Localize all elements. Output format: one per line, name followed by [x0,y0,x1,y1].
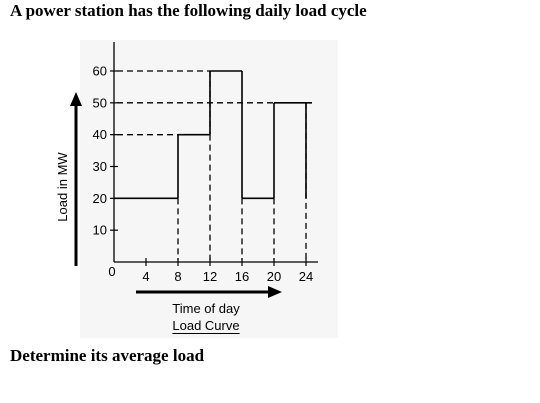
chart-title: Load Curve [172,318,239,333]
y-tick-label-40: 40 [93,127,107,142]
x-tick-label-4: 4 [142,269,149,284]
y-arrow-head [70,92,82,106]
y-tick-label-10: 10 [93,223,107,238]
x-tick-label-20: 20 [267,269,281,284]
x-tick-label-12: 12 [203,269,217,284]
axis-arrows [70,92,282,298]
load-step-series [114,70,312,200]
question-text: A power station has the following daily … [10,1,367,20]
x-tick-label-0: 0 [108,264,115,279]
x-arrow-head [268,286,282,298]
y-tick-label-30: 30 [93,159,107,174]
x-tick-label-16: 16 [235,269,249,284]
chart-axes [113,42,318,263]
x-tick-label-8: 8 [174,269,181,284]
y-tick-label-50: 50 [93,95,107,110]
x-axis-title: Time of day [172,301,240,316]
prompt-text: Determine its average load [10,346,205,365]
x-tick-label-24: 24 [299,269,313,284]
y-axis-title: Load in MW [55,152,70,222]
chart-background [80,40,338,338]
chart-ticks: 10 20 30 40 50 60 0 4 8 12 16 20 24 [93,64,314,285]
y-tick-label-60: 60 [93,64,107,79]
y-tick-label-20: 20 [93,191,107,206]
